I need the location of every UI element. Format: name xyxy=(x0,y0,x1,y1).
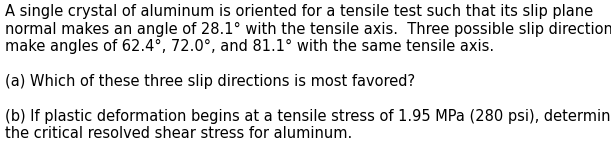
Text: (b) If plastic deformation begins at a tensile stress of 1.95 MPa (280 psi), det: (b) If plastic deformation begins at a t… xyxy=(5,109,611,124)
Text: (a) Which of these three slip directions is most favored?: (a) Which of these three slip directions… xyxy=(5,74,415,89)
Text: the critical resolved shear stress for aluminum.: the critical resolved shear stress for a… xyxy=(5,127,353,142)
Text: normal makes an angle of 28.1° with the tensile axis.  Three possible slip direc: normal makes an angle of 28.1° with the … xyxy=(5,21,611,36)
Text: make angles of 62.4°, 72.0°, and 81.1° with the same tensile axis.: make angles of 62.4°, 72.0°, and 81.1° w… xyxy=(5,39,494,54)
Text: A single crystal of aluminum is oriented for a tensile test such that its slip p: A single crystal of aluminum is oriented… xyxy=(5,4,593,19)
